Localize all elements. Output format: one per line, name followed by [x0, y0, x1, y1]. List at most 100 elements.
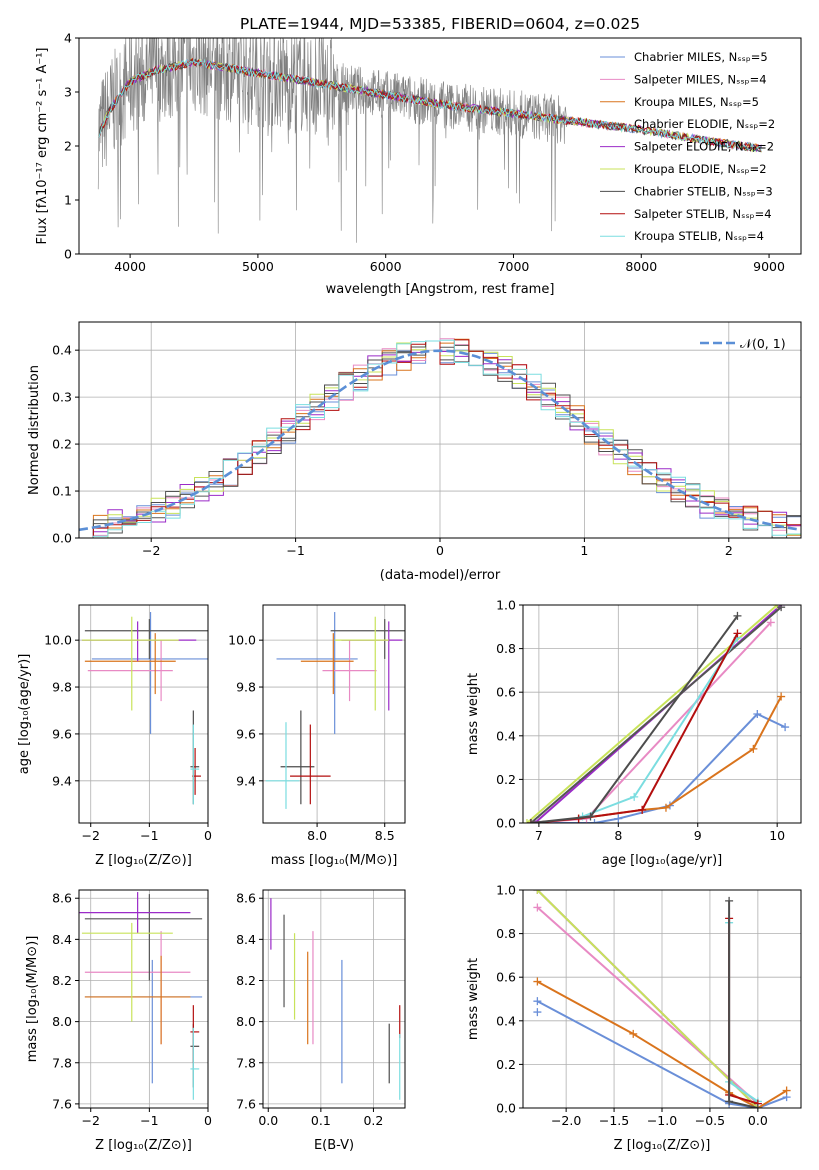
x-tick-label: 8.0 [307, 828, 327, 843]
y-axis-label: age [log₁₀(age/yr)] [17, 654, 32, 775]
error-bar-point [322, 640, 377, 702]
y-tick-label: 7.8 [236, 1055, 256, 1070]
x-tick-label: 7000 [498, 259, 530, 274]
y-tick-label: 9.4 [236, 773, 256, 788]
y-tick-label: 0.6 [496, 685, 516, 700]
y-tick-label: 7.8 [52, 1055, 72, 1070]
weight_vs_age-frame [522, 604, 802, 824]
weight-line [536, 1000, 787, 1108]
x-tick-label: 9000 [753, 259, 785, 274]
weight-marker [661, 803, 670, 812]
mass_vs_ebv-plot-area [263, 890, 405, 1108]
spectrum-panel: 4000 5000 6000 7000 8000 9000 0 1 2 3 4 wavelength … [35, 31, 802, 297]
weight-line [728, 922, 759, 1103]
weight-marker [629, 1029, 638, 1038]
weight-marker [753, 710, 762, 718]
x-tick-label: 1 [580, 543, 588, 558]
legend-label: Salpeter STELIB, Nₛₛₚ=4 [634, 207, 772, 221]
error-bar-point [300, 633, 354, 695]
error-bar-point [265, 722, 300, 809]
weight_vs_age-panel: 7 8 9 10 0.0 0.2 0.4 0.6 0.8 1.0 age [log₁₀(age/yr… [466, 598, 802, 868]
weight_vs_age-plot-area [523, 605, 801, 823]
weight-marker [725, 1097, 734, 1106]
error-bar-point [276, 612, 358, 734]
weight-marker [781, 723, 790, 732]
y-tick-label: 0.8 [496, 641, 516, 656]
x-tick-label: −1 [140, 1113, 158, 1128]
age_vs_Z-plot-area [79, 605, 208, 823]
error-bar-point [84, 619, 208, 659]
weight-marker [766, 618, 775, 627]
y-tick-label: 8.0 [52, 1014, 72, 1029]
y-tick-label: 0.0 [52, 531, 72, 546]
age_vs_mass-frame [262, 604, 406, 824]
y-axis-label: Normed distribution [27, 365, 42, 495]
weight-marker [586, 812, 595, 821]
legend-label: Chabrier ELODIE, Nₛₛₚ=2 [634, 117, 775, 131]
x-tick-label: 10 [769, 828, 785, 843]
error-bar-point [81, 621, 197, 662]
legend-label: 𝒩(0, 1) [740, 336, 786, 351]
residuals-plot-area [79, 322, 801, 538]
y-tick-label: 9.6 [52, 726, 72, 741]
error-bar-point [290, 724, 331, 805]
y-tick-label: 0.6 [496, 970, 516, 985]
residuals-legend: 𝒩(0, 1) [700, 336, 786, 351]
y-tick-label: 9.4 [52, 773, 72, 788]
weight-marker [523, 819, 531, 823]
y-tick-label: 0.2 [496, 772, 516, 787]
legend-label: Chabrier MILES, Nₛₛₚ=5 [634, 50, 768, 64]
x-axis-label: wavelength [Angstrom, rest frame] [326, 282, 555, 297]
weight-marker [526, 819, 535, 823]
y-tick-label: 0.4 [496, 728, 516, 743]
error-bar-point [84, 894, 203, 981]
histogram-step [79, 339, 801, 538]
y-tick-label: 10.0 [228, 633, 256, 648]
error-bar-point [330, 619, 405, 659]
weight-line [536, 890, 759, 1108]
y-tick-label: 0.1 [52, 484, 72, 499]
weight_vs_Z-plot-area [523, 890, 801, 1108]
y-tick-label: 0.0 [496, 1101, 516, 1116]
x-tick-label: 8000 [625, 259, 657, 274]
y-tick-label: 0.2 [496, 1057, 516, 1072]
y-tick-label: 7.6 [236, 1096, 256, 1111]
y-tick-label: 0.2 [52, 437, 72, 452]
error-bar-point [84, 955, 191, 1045]
y-tick-label: 0.3 [52, 390, 72, 405]
x-tick-label: 0 [204, 1113, 212, 1128]
weight-line [530, 606, 782, 823]
legend-label: Kroupa STELIB, Nₛₛₚ=4 [634, 229, 764, 243]
weight-marker [725, 896, 734, 905]
x-axis-label: age [log₁₀(age/yr)] [602, 853, 723, 868]
x-tick-label: 0.1 [311, 1113, 331, 1128]
x-axis-label: (data-model)/error [380, 568, 501, 583]
x-tick-label: −2.0 [551, 1113, 581, 1128]
y-tick-label: 0.4 [496, 1013, 516, 1028]
x-tick-label: 7 [535, 828, 543, 843]
weight-marker [590, 819, 599, 823]
y-tick-label: 8.6 [52, 891, 72, 906]
x-tick-label: 9 [694, 828, 702, 843]
weight-marker [630, 792, 639, 801]
x-tick-label: 0.2 [363, 1113, 383, 1128]
legend-label: Salpeter MILES, Nₛₛₚ=4 [634, 72, 767, 86]
error-bar-point [190, 1027, 200, 1100]
spectrum-plot-area [97, 38, 762, 243]
age_vs_mass-panel: 8.0 8.5 9.4 9.6 9.8 10.0 mass [log₁₀(M/M⊙)] [228, 604, 406, 868]
error-bar-point [84, 931, 191, 1045]
weight-marker [733, 611, 742, 620]
y-axis-label: mass weight [466, 673, 481, 755]
spectrum-model-line [98, 58, 762, 153]
weight-marker [777, 692, 786, 701]
weight-marker [533, 903, 542, 912]
mass_vs_Z-panel: −2 −1 0 7.6 7.8 8.0 8.2 8.4 8.6 Z [log₁₀(Z/Z⊙)] ma… [25, 889, 212, 1153]
y-tick-label: 8.0 [236, 1014, 256, 1029]
error-bar-point [334, 616, 389, 711]
y-tick-label: 9.8 [236, 680, 256, 695]
legend-label: Chabrier STELIB, Nₛₛₚ=3 [634, 184, 773, 198]
y-tick-label: 7.6 [52, 1096, 72, 1111]
error-bar-point [190, 1005, 200, 1063]
error-bar-point [84, 633, 176, 695]
